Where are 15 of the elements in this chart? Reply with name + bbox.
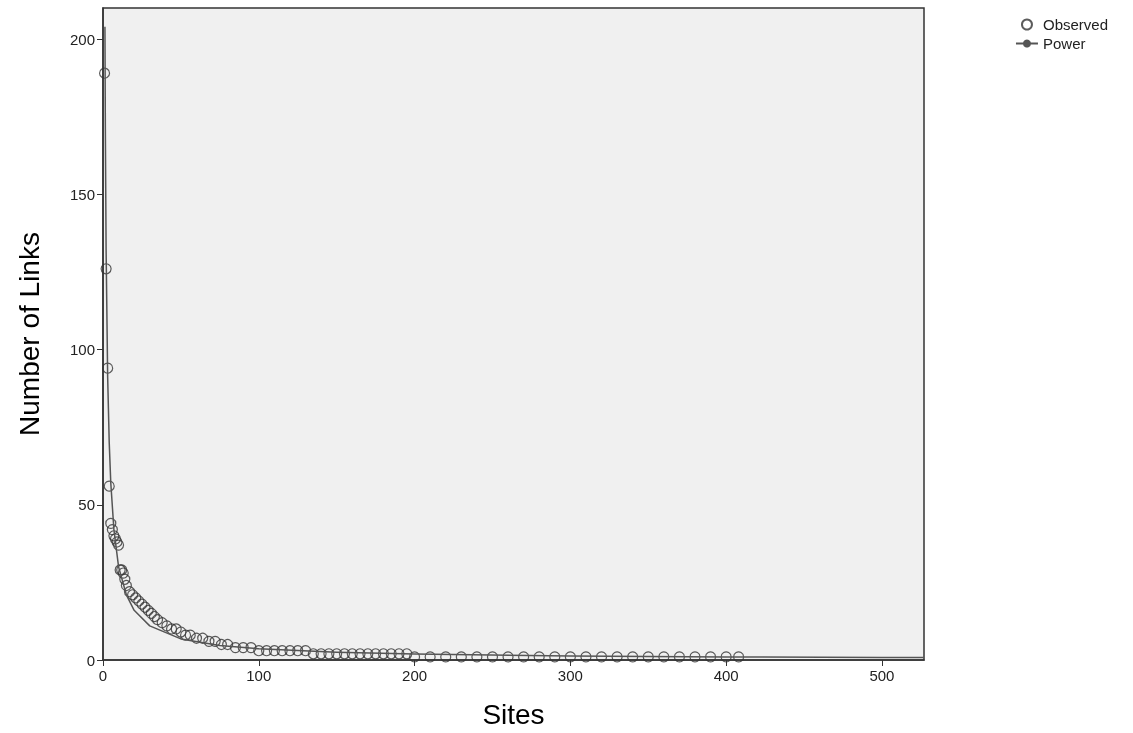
x-tick-label: 0 [98,667,108,684]
y-axis-title: Number of Links [13,232,45,436]
x-axis-title: Sites [482,698,545,730]
x-tick-label: 100 [246,667,272,684]
y-tick-label: 100 [69,341,95,359]
y-tick-label: 50 [78,496,95,514]
x-tick-label: 200 [402,667,428,684]
x-tick-label: 500 [869,667,895,684]
y-tick-label: 150 [69,185,95,203]
y-tick-label: 0 [86,651,95,669]
y-tick-label: 200 [69,30,95,48]
legend-label: Power [1042,35,1086,52]
x-tick-label: 400 [713,667,739,684]
x-tick-label: 300 [557,667,583,684]
legend-label: Observed [1042,16,1109,33]
